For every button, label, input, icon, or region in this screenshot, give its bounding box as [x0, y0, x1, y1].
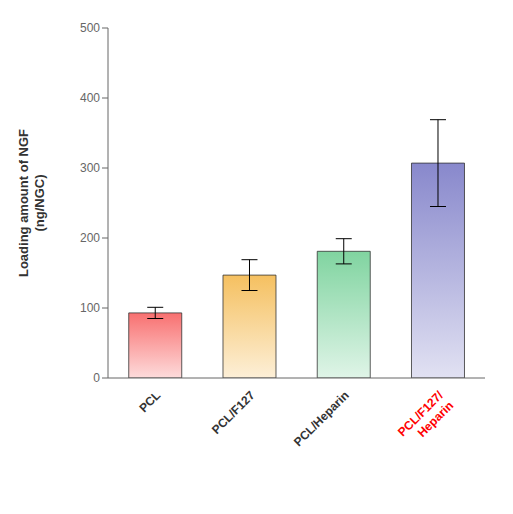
svg-text:PCL/F127: PCL/F127 [209, 388, 258, 437]
svg-text:400: 400 [80, 91, 100, 105]
svg-text:Loading amount of NGF(ng/NGC): Loading amount of NGF(ng/NGC) [16, 129, 47, 277]
svg-text:500: 500 [80, 21, 100, 35]
svg-text:PCL: PCL [136, 388, 163, 415]
svg-text:0: 0 [93, 371, 100, 385]
svg-text:PCL/Heparin: PCL/Heparin [291, 388, 352, 449]
svg-text:300: 300 [80, 161, 100, 175]
svg-text:100: 100 [80, 301, 100, 315]
svg-text:200: 200 [80, 231, 100, 245]
svg-text:PCL/F127/Heparin: PCL/F127/Heparin [395, 388, 457, 450]
